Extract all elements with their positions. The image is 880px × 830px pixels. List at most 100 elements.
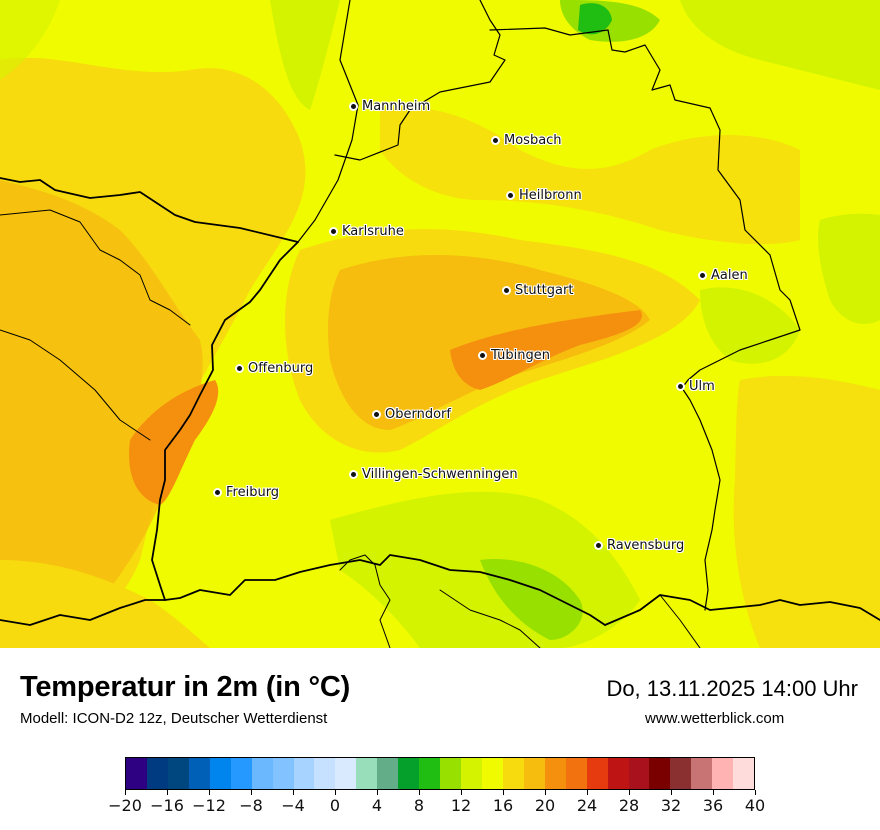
colorbar-segment [628, 758, 650, 789]
city-name: Oberndorf [385, 406, 451, 422]
model-info: Modell: ICON-D2 12z, Deutscher Wetterdie… [20, 710, 328, 727]
city-marker: Freiburg [215, 484, 279, 500]
colorbar-tick [418, 790, 420, 795]
city-name: Freiburg [226, 484, 280, 500]
colorbar-tick [376, 790, 378, 795]
city-marker: Stuttgart [504, 282, 573, 298]
colorbar-tick [712, 790, 714, 795]
colorbar-segment [649, 758, 671, 789]
city-name: Mosbach [504, 132, 562, 148]
colorbar-segment [398, 758, 420, 789]
colorbar-segment [461, 758, 482, 789]
colorbar-segment [523, 758, 545, 789]
colorbar-tick-label: 20 [534, 796, 556, 815]
colorbar-ticks: −20 −16 −12 −8 −4 0 4 8 12 16 20 24 28 32 36 40 [108, 790, 765, 830]
city-marker: Offenburg [237, 360, 313, 376]
map-title: Temperatur in 2m (in °C) [20, 671, 351, 703]
colorbar-tick-label: 8 [413, 796, 425, 815]
city-dot-icon [331, 228, 336, 234]
colorbar-tick [754, 790, 756, 795]
colorbar-segment [419, 758, 441, 789]
colorbar-tick [460, 790, 462, 795]
city-dot-icon [678, 383, 683, 389]
temperature-colorbar [125, 757, 755, 790]
city-dot-icon [504, 287, 509, 293]
colorbar-tick-label: −20 [108, 796, 142, 815]
city-dot-icon [374, 411, 379, 417]
city-name: Stuttgart [515, 282, 574, 298]
colorbar-tick-label: 12 [450, 796, 472, 815]
city-dot-icon [351, 471, 356, 477]
city-name: Ulm [689, 378, 715, 394]
colorbar-tick-label: −4 [281, 796, 305, 815]
colorbar-segment [712, 758, 734, 789]
colorbar-segment [607, 758, 629, 789]
colorbar-tick-label: 40 [744, 796, 766, 815]
website-link[interactable]: www.wetterblick.com [645, 710, 785, 727]
colorbar-segment [481, 758, 503, 789]
city-name: Karlsruhe [342, 223, 404, 239]
city-marker: Oberndorf [374, 406, 451, 422]
colorbar-tick [628, 790, 630, 795]
city-dot-icon [215, 489, 220, 495]
colorbar-segment [335, 758, 357, 789]
colorbar-segment [502, 758, 524, 789]
colorbar-tick [250, 790, 252, 795]
colorbar-tick-label: 16 [492, 796, 514, 815]
city-dot-icon [480, 352, 485, 358]
colorbar-segment [544, 758, 566, 789]
city-name: Ravensburg [607, 537, 685, 553]
city-name: Tübingen [491, 347, 550, 363]
colorbar-segment [293, 758, 315, 789]
colorbar-segment [146, 758, 168, 789]
colorbar-segment [586, 758, 608, 789]
colorbar-segment [230, 758, 252, 789]
city-name: Mannheim [362, 98, 431, 114]
colorbar-segment [356, 758, 378, 789]
city-name: Villingen-Schwenningen [362, 466, 518, 482]
city-marker: Mosbach [493, 132, 562, 148]
city-marker: Heilbronn [508, 187, 582, 203]
colorbar-segment [272, 758, 294, 789]
city-marker: Tübingen [480, 347, 550, 363]
colorbar-tick-label: 28 [618, 796, 640, 815]
colorbar-segment [440, 758, 461, 789]
city-dot-icon [351, 103, 356, 109]
city-dot-icon [596, 542, 601, 548]
colorbar-tick [670, 790, 672, 795]
colorbar-tick-label: 0 [329, 796, 341, 815]
valid-datetime: Do, 13.11.2025 14:00 Uhr [606, 676, 858, 701]
temperature-map: Mannheim Mosbach Heilbronn Karlsruhe Aalen St… [0, 0, 880, 648]
colorbar-segment [251, 758, 273, 789]
colorbar-tick-label: 4 [371, 796, 383, 815]
colorbar-segment [670, 758, 692, 789]
city-name: Aalen [711, 267, 748, 283]
colorbar-tick [124, 790, 126, 795]
city-name: Heilbronn [519, 187, 582, 203]
city-marker: Aalen [700, 267, 748, 283]
city-dot-icon [237, 365, 242, 371]
city-marker: Mannheim [351, 98, 430, 114]
city-marker: Ravensburg [596, 537, 684, 553]
colorbar-tick [502, 790, 504, 795]
city-marker: Villingen-Schwenningen [351, 466, 518, 482]
colorbar-tick-label: 24 [576, 796, 598, 815]
colorbar-segment [126, 758, 147, 789]
colorbar-tick-label: 36 [702, 796, 724, 815]
colorbar-segment [209, 758, 231, 789]
city-dot-icon [508, 192, 513, 198]
colorbar-tick [586, 790, 588, 795]
colorbar-segment [691, 758, 713, 789]
colorbar-tick-label: −12 [192, 796, 226, 815]
colorbar-segment [188, 758, 210, 789]
city-marker: Karlsruhe [331, 223, 404, 239]
city-dot-icon [700, 272, 705, 278]
colorbar-tick [208, 790, 210, 795]
colorbar-tick-label: −16 [150, 796, 184, 815]
colorbar-tick-label: −8 [239, 796, 263, 815]
colorbar-segment [733, 758, 755, 789]
colorbar-tick-label: 32 [660, 796, 682, 815]
colorbar-tick [334, 790, 336, 795]
colorbar-tick [292, 790, 294, 795]
city-name: Offenburg [248, 360, 314, 376]
